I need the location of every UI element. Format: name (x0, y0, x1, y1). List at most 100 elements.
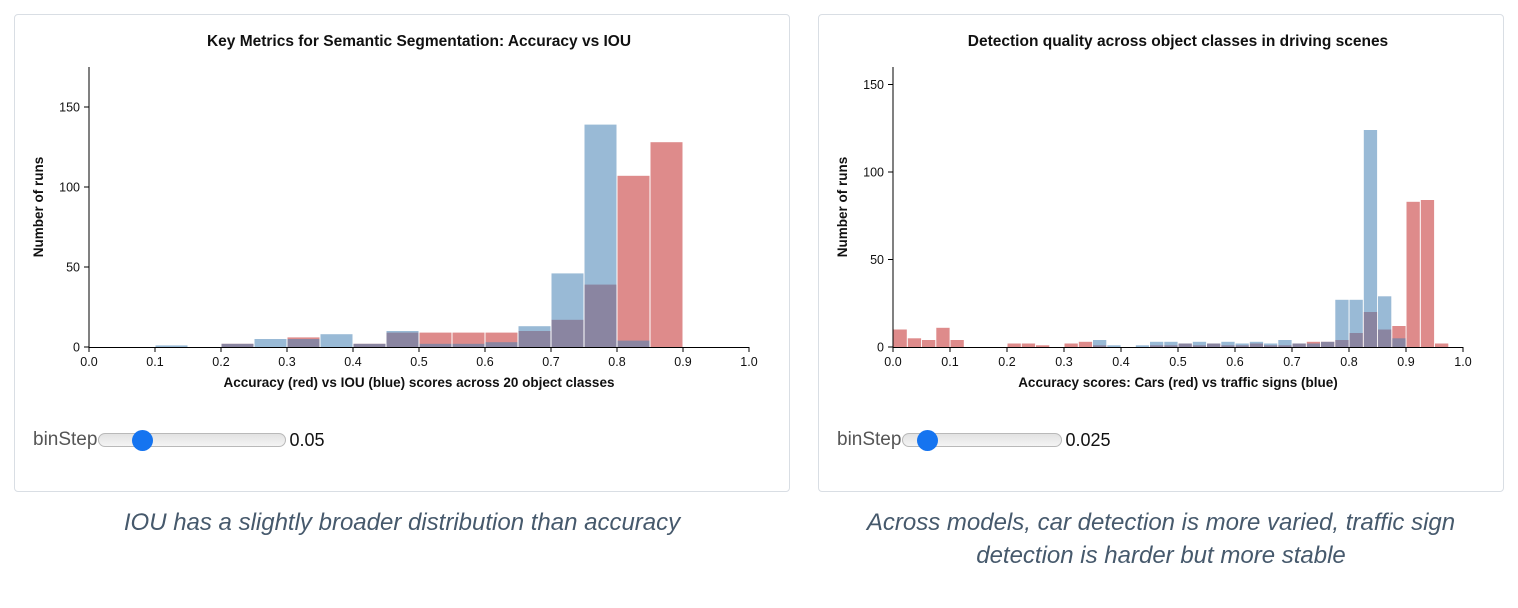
accuracy-red-bar (617, 175, 650, 347)
cars-red-bar (907, 338, 922, 348)
x-tick-label: 0.0 (884, 355, 901, 369)
panel-segmentation: Key Metrics for Semantic Segmentation: A… (14, 14, 790, 492)
iou-blue-bar (353, 343, 386, 347)
x-tick-label: 0.7 (1283, 355, 1300, 369)
traffic-signs-blue-bar (1178, 343, 1192, 347)
caption-left: IOU has a slightly broader distribution … (123, 509, 681, 536)
x-tick-label: 0.2 (212, 355, 229, 369)
iou-blue-bar (584, 124, 617, 347)
x-tick-label: 0.1 (941, 355, 958, 369)
x-tick-label: 0.9 (674, 355, 691, 369)
traffic-signs-blue-bar (1335, 299, 1349, 348)
iou-blue-bar (254, 339, 287, 347)
cars-red-bar (1078, 341, 1093, 348)
histogram-accuracy-vs-iou: Key Metrics for Semantic Segmentation: A… (31, 33, 758, 390)
x-tick-label: 0.6 (476, 355, 493, 369)
y-tick-label: 100 (863, 166, 884, 180)
binstep-label: binStep (33, 429, 98, 450)
iou-blue-bar (617, 340, 650, 347)
cars-red-bar (1007, 343, 1021, 347)
x-tick-label: 0.8 (1340, 355, 1357, 369)
iou-blue-bar (551, 273, 584, 347)
binstep-slider[interactable] (98, 429, 287, 451)
y-tick-label: 50 (870, 253, 884, 267)
y-tick-label: 50 (66, 261, 80, 275)
traffic-signs-blue-bar (1264, 343, 1278, 347)
traffic-signs-blue-bar (1207, 343, 1221, 347)
x-tick-label: 0.1 (146, 355, 163, 369)
traffic-signs-blue-bar (1392, 338, 1406, 348)
x-tick-label: 0.2 (998, 355, 1015, 369)
iou-blue-bar (485, 342, 518, 347)
binstep-value: 0.05 (289, 429, 325, 450)
cars-red-bar (1064, 343, 1078, 347)
binstep-control-right: binStep 0.025 (837, 429, 1493, 451)
chart-title: Key Metrics for Semantic Segmentation: A… (207, 33, 631, 50)
x-tick-label: 1.0 (1454, 355, 1471, 369)
y-tick-label: 100 (59, 181, 80, 195)
x-axis-title: Accuracy scores: Cars (red) vs traffic s… (1018, 375, 1338, 390)
iou-blue-bar (155, 345, 188, 347)
histogram-cars-vs-traffic-signs: Detection quality across object classes … (835, 33, 1472, 390)
traffic-signs-blue-bar (1150, 341, 1164, 348)
y-tick-label: 0 (73, 341, 80, 355)
x-axis-title: Accuracy (red) vs IOU (blue) scores acro… (224, 375, 615, 390)
binstep-slider[interactable] (902, 429, 1063, 451)
cars-red-bar (1036, 345, 1050, 348)
iou-blue-bar (221, 343, 254, 347)
x-tick-label: 0.4 (1112, 355, 1129, 369)
accuracy-red-bar (650, 142, 683, 347)
traffic-signs-blue-bar (1192, 341, 1207, 348)
x-tick-label: 0.6 (1226, 355, 1243, 369)
y-axis-title: Number of runs (31, 157, 46, 258)
x-tick-label: 0.8 (608, 355, 625, 369)
y-tick-label: 0 (877, 341, 884, 355)
traffic-signs-blue-bar (1321, 341, 1335, 348)
traffic-signs-blue-bar (1135, 345, 1150, 348)
x-tick-label: 0.3 (1055, 355, 1072, 369)
chart-title: Detection quality across object classes … (968, 33, 1388, 50)
traffic-signs-blue-bar (1363, 130, 1378, 347)
x-tick-label: 0.3 (278, 355, 295, 369)
x-tick-label: 0.5 (1169, 355, 1186, 369)
x-tick-label: 0.7 (542, 355, 559, 369)
x-tick-label: 0.0 (80, 355, 97, 369)
binstep-value: 0.025 (1065, 429, 1111, 450)
accuracy-red-bar (419, 332, 452, 347)
traffic-signs-blue-bar (1278, 340, 1292, 347)
traffic-signs-blue-bar (1107, 345, 1121, 348)
cars-red-bar (936, 327, 950, 348)
traffic-signs-blue-bar (1164, 341, 1178, 348)
iou-blue-bar (419, 343, 452, 347)
cars-red-bar (1420, 200, 1435, 347)
x-tick-label: 1.0 (740, 355, 757, 369)
x-tick-label: 0.5 (410, 355, 427, 369)
accuracy-red-bar (452, 332, 485, 347)
cars-red-bar (922, 340, 936, 347)
y-tick-label: 150 (59, 101, 80, 115)
traffic-signs-blue-bar (1221, 341, 1235, 348)
cars-red-bar (893, 329, 907, 347)
binstep-label: binStep (837, 429, 902, 450)
traffic-signs-blue-bar (1235, 343, 1249, 347)
traffic-signs-blue-bar (1093, 340, 1107, 347)
iou-blue-bar (452, 343, 485, 347)
traffic-signs-blue-bar (1292, 343, 1306, 347)
iou-blue-bar (287, 339, 320, 347)
traffic-signs-blue-bar (1349, 299, 1363, 348)
iou-blue-bar (320, 334, 353, 347)
panel-detection: Detection quality across object classes … (818, 14, 1504, 492)
y-axis-title: Number of runs (835, 157, 850, 258)
traffic-signs-blue-bar (1378, 296, 1392, 348)
traffic-signs-blue-bar (1306, 343, 1321, 347)
traffic-signs-blue-bar (1249, 341, 1264, 348)
x-tick-label: 0.4 (344, 355, 361, 369)
x-tick-label: 0.9 (1397, 355, 1414, 369)
iou-blue-bar (518, 326, 551, 347)
iou-blue-bar (386, 331, 419, 347)
cars-red-bar (1406, 201, 1420, 348)
cars-red-bar (1021, 343, 1036, 347)
binstep-control-left: binStep 0.05 (33, 429, 779, 451)
cars-red-bar (950, 340, 964, 347)
